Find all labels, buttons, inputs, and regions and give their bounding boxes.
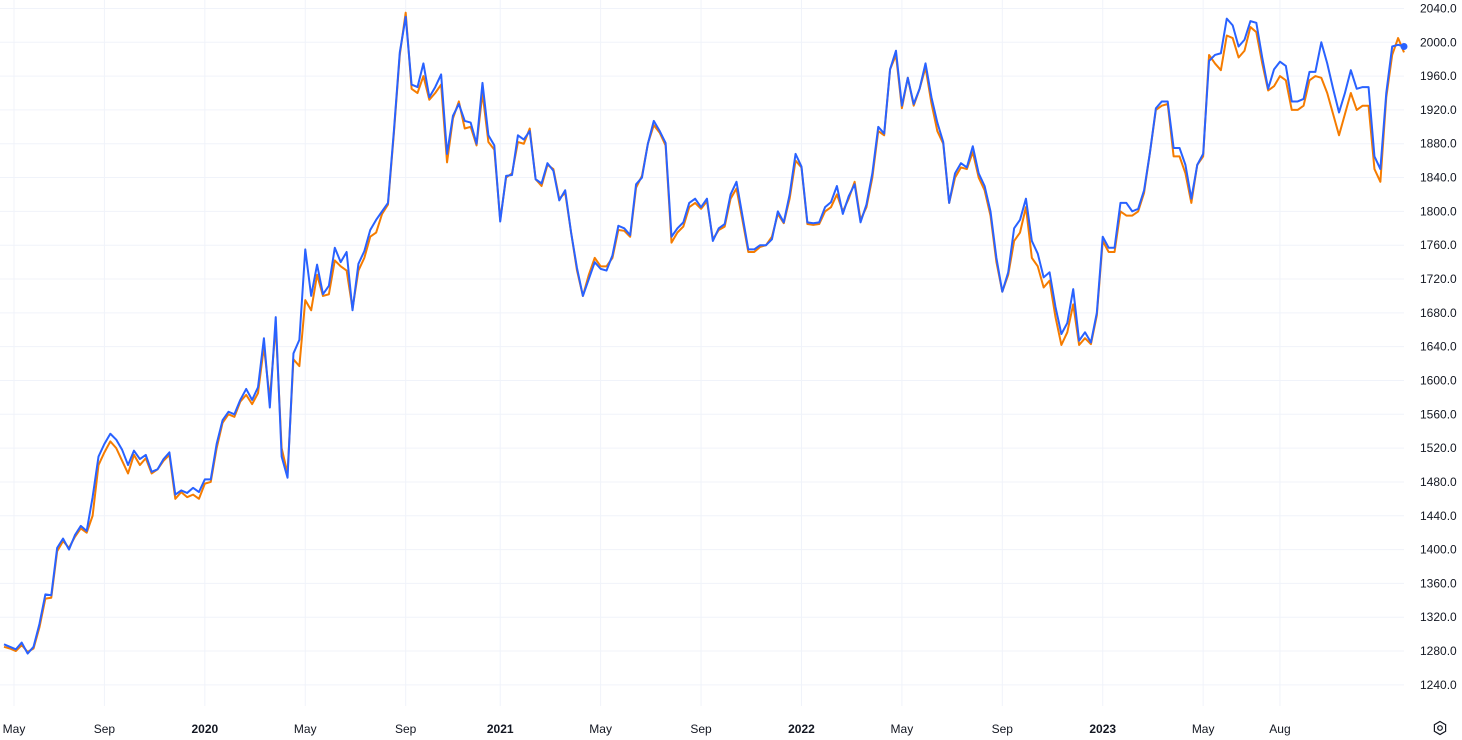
y-tick-label: 1560.0 — [1420, 407, 1457, 421]
horizontal-gridlines — [0, 7, 1404, 686]
x-tick-label: May — [3, 722, 26, 736]
vertical-gridlines — [13, 0, 1281, 706]
x-tick-label: May — [1192, 722, 1215, 736]
y-tick-label: 1800.0 — [1420, 204, 1457, 218]
y-tick-label: 1720.0 — [1420, 272, 1457, 286]
y-tick-label: 1360.0 — [1420, 576, 1457, 590]
last-value-marker — [1400, 43, 1408, 51]
settings-gear-icon — [1433, 720, 1447, 736]
y-tick-label: 1320.0 — [1420, 610, 1457, 624]
x-tick-label: Aug — [1269, 722, 1290, 736]
y-tick-label: 1400.0 — [1420, 543, 1457, 557]
x-tick-label: May — [891, 722, 914, 736]
x-axis[interactable]: May Sep 2020 May Sep 2021 May Sep 2022 May Sep 2023… — [3, 722, 1291, 736]
y-tick-label: 1280.0 — [1420, 644, 1457, 658]
y-tick-label: 1640.0 — [1420, 340, 1457, 354]
y-tick-label: 1480.0 — [1420, 475, 1457, 489]
y-tick-label: 1440.0 — [1420, 509, 1457, 523]
series-line-2 — [3, 15, 1405, 655]
y-tick-label: 1920.0 — [1420, 103, 1457, 117]
y-tick-label: 1960.0 — [1420, 69, 1457, 83]
x-tick-label: Sep — [992, 722, 1014, 736]
x-tick-label: May — [589, 722, 612, 736]
y-tick-label: 1760.0 — [1420, 238, 1457, 252]
chart-settings-button[interactable] — [1430, 718, 1450, 738]
y-tick-label: 1680.0 — [1420, 306, 1457, 320]
y-tick-label: 1840.0 — [1420, 171, 1457, 185]
y-tick-label: 1600.0 — [1420, 373, 1457, 387]
y-tick-label: 1240.0 — [1420, 678, 1457, 692]
x-tick-label: 2022 — [788, 722, 815, 736]
x-tick-label: 2020 — [191, 722, 218, 736]
x-tick-label: 2021 — [487, 722, 514, 736]
series-line-1 — [3, 11, 1405, 653]
y-tick-label: 1880.0 — [1420, 137, 1457, 151]
x-tick-label: Sep — [395, 722, 417, 736]
x-tick-label: Sep — [94, 722, 116, 736]
y-axis[interactable]: 1240.0 1280.0 1320.0 1360.0 1400.0 1440.0 1480… — [1420, 1, 1457, 691]
series-layer — [3, 11, 1408, 655]
x-tick-label: May — [294, 722, 317, 736]
y-tick-label: 1520.0 — [1420, 441, 1457, 455]
y-tick-label: 2000.0 — [1420, 35, 1457, 49]
x-tick-label: 2023 — [1089, 722, 1116, 736]
y-tick-label: 2040.0 — [1420, 1, 1457, 15]
x-tick-label: Sep — [690, 722, 712, 736]
